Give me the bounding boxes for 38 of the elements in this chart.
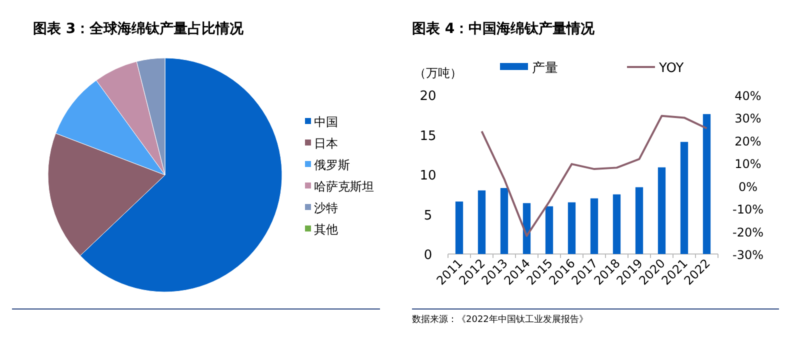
legend-label: 其他 — [314, 222, 338, 236]
legend-label: 日本 — [314, 136, 338, 150]
bar — [455, 202, 464, 254]
y-axis-title: （万吨） — [414, 66, 462, 80]
y2-tick-label: 30% — [734, 112, 762, 126]
bar — [635, 187, 644, 254]
y2-tick-label: -10% — [732, 202, 764, 217]
legend-label: 俄罗斯 — [314, 158, 350, 172]
chart-title: 图表 3：全球海绵钛产量占比情况 — [33, 20, 245, 37]
bar — [478, 190, 486, 254]
bar — [658, 167, 666, 254]
legend-label: 中国 — [314, 115, 338, 129]
y2-tick-label: 10% — [734, 157, 762, 172]
bar — [545, 206, 554, 254]
bar — [702, 114, 711, 254]
y-tick-label: 10 — [420, 168, 436, 184]
legend-label: 产量 — [532, 61, 558, 76]
legend-label: YOY — [658, 61, 684, 76]
y-tick-label: 20 — [420, 89, 436, 104]
bar — [500, 188, 508, 254]
bar — [612, 194, 621, 254]
y-tick-label: 0 — [424, 248, 432, 263]
bar — [522, 203, 531, 254]
y-tick-label: 5 — [424, 208, 432, 224]
y2-tick-label: 20% — [734, 134, 762, 148]
line-series — [480, 114, 708, 237]
y2-tick-label: -20% — [732, 225, 764, 240]
bar — [590, 198, 598, 254]
y-tick-label: 15 — [420, 128, 436, 144]
y2-tick-label: 0% — [738, 180, 758, 194]
source-note: 数据来源：《2022年中国钛工业发展报告》 — [412, 314, 588, 325]
y2-tick-label: -30% — [732, 248, 764, 262]
y2-tick-label: 40% — [734, 89, 762, 103]
legend-label: 哈萨克斯坦 — [314, 180, 374, 194]
bar — [568, 202, 576, 254]
bar — [680, 142, 688, 254]
chart-title: 图表 4：中国海绵钛产量情况 — [412, 20, 596, 37]
legend-label: 沙特 — [314, 201, 338, 215]
